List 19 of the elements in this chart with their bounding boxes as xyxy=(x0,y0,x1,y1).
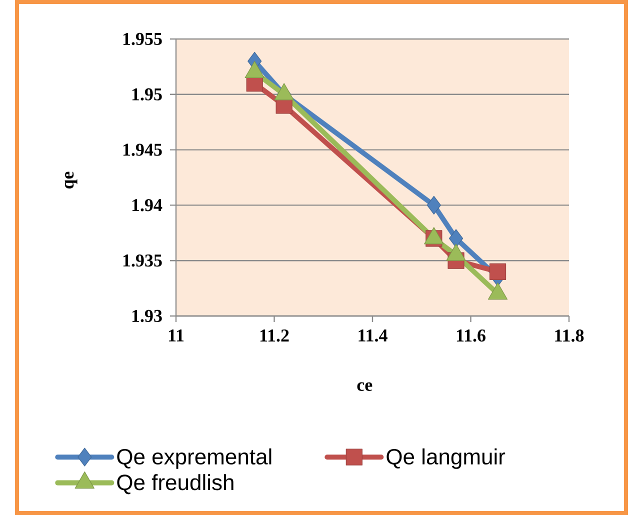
y-axis-title: qe xyxy=(64,172,78,189)
x-tick-label: 11 xyxy=(168,330,184,342)
legend-label: Qe langmuir xyxy=(386,448,506,469)
legend-label: Qe freudlish xyxy=(117,474,234,494)
y-tick-label: 1.955 xyxy=(123,32,162,46)
y-tick-label: 1.93 xyxy=(132,310,162,322)
y-tick-label: 1.945 xyxy=(123,144,162,156)
y-tick-label: 1.935 xyxy=(123,254,162,267)
y-tick-label: 1.95 xyxy=(132,88,162,100)
point xyxy=(448,229,464,248)
legend-label: Qe expremental xyxy=(117,448,272,469)
x-axis-title: ce xyxy=(357,382,372,391)
x-tick-label: 11.2 xyxy=(260,330,289,342)
point xyxy=(426,196,441,214)
point xyxy=(489,263,506,280)
x-tick-label: 11.4 xyxy=(358,330,388,342)
y-tick-label: 1.94 xyxy=(132,199,162,212)
x-tick-label: 11.8 xyxy=(555,330,584,342)
x-tick-label: 11.6 xyxy=(456,330,486,342)
